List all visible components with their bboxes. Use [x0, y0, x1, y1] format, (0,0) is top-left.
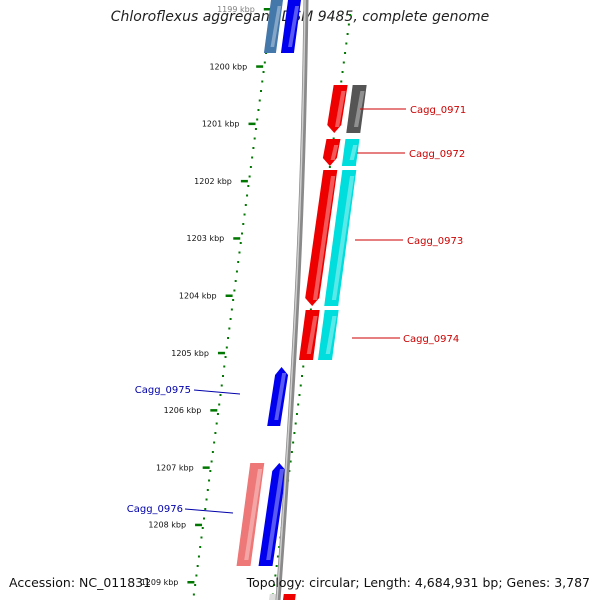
cyan-feature-0973	[324, 170, 357, 306]
tick-mark	[263, 8, 271, 11]
tick-mark	[195, 523, 203, 527]
gene-labels: Cagg_0971 Cagg_0972 Cagg_0973 Cagg_0974 Cagg…	[127, 105, 467, 515]
gene-label-text: Cagg_0976	[127, 504, 183, 515]
gene-label-text: Cagg_0975	[135, 385, 191, 396]
forward-gene-top	[280, 0, 301, 53]
tick-label: 1206 kbp	[164, 406, 202, 415]
genome-summary: Topology: circular; Length: 4,684,931 bp…	[246, 575, 590, 590]
gene-label-text: Cagg_0972	[409, 149, 465, 160]
gene-cagg-0971	[327, 85, 348, 133]
tick-label: 1200 kbp	[209, 62, 247, 71]
backbone-highlight	[276, 0, 306, 600]
tick-label: 1199 kbp	[217, 5, 255, 14]
gene-label-cagg-0973: Cagg_0973	[355, 236, 463, 247]
gene-cagg-0972	[322, 139, 341, 166]
cyan-feature-0972	[341, 139, 360, 166]
tick-label: 1209 kbp	[141, 578, 179, 587]
gene-label-cagg-0975: Cagg_0975	[135, 385, 241, 396]
tick-mark	[210, 409, 218, 412]
tick-mark	[225, 294, 233, 297]
tick-mark	[202, 466, 210, 469]
steel-feature-top	[263, 0, 283, 53]
gene-cagg-0973	[305, 170, 338, 306]
gene-cagg-0974	[299, 310, 320, 360]
tick-label: 1201 kbp	[202, 120, 240, 129]
tick-mark	[248, 122, 256, 126]
gene-cagg-0976	[258, 463, 287, 566]
tick-label: 1208 kbp	[148, 521, 186, 530]
gene-label-text: Cagg_0971	[410, 105, 466, 116]
gene-features	[236, 0, 367, 600]
gene-cagg-0975	[267, 367, 289, 426]
map-title: Chloroflexus aggregans DSM 9485, complet…	[110, 9, 490, 25]
tick-mark	[217, 351, 225, 355]
tick-marks: 1199 kbp 1200 kbp 1201 kbp 1202 kbp 1203 kbp…	[141, 5, 271, 587]
gene-label-cagg-0971: Cagg_0971	[360, 105, 466, 116]
tick-mark	[187, 581, 195, 584]
tick-label: 1203 kbp	[187, 234, 225, 243]
tick-label: 1204 kbp	[179, 292, 217, 301]
tick-mark	[233, 237, 241, 240]
gene-label-text: Cagg_0973	[407, 236, 463, 247]
tick-label: 1205 kbp	[171, 349, 209, 358]
accession-text: Accession: NC_011831	[9, 575, 152, 590]
tick-mark	[240, 179, 248, 183]
ruler-dots-inner	[192, 14, 273, 596]
tick-label: 1207 kbp	[156, 463, 194, 472]
tick-mark	[256, 65, 264, 68]
genome-backbone	[275, 0, 309, 600]
gene-label-text: Cagg_0974	[403, 334, 459, 345]
gene-label-cagg-0974: Cagg_0974	[352, 334, 459, 345]
tick-label: 1202 kbp	[194, 177, 232, 186]
gray-feature-0971	[346, 85, 367, 133]
reverse-gene-bottom	[283, 594, 296, 600]
gene-label-cagg-0976: Cagg_0976	[127, 504, 234, 515]
backbone-line	[275, 0, 309, 600]
pink-feature-0976	[236, 463, 265, 566]
gene-label-cagg-0972: Cagg_0972	[357, 149, 465, 160]
cyan-feature-0974	[318, 310, 339, 360]
